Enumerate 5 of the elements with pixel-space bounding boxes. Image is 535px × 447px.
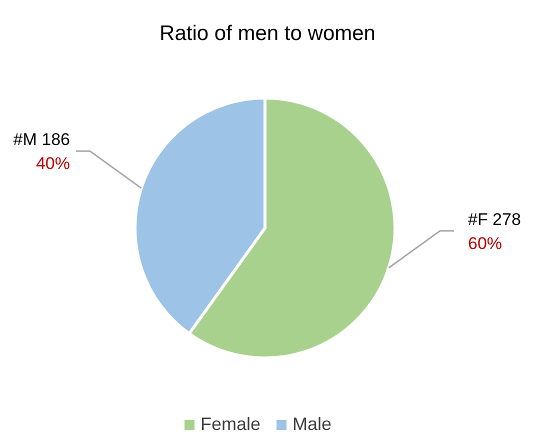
legend-label: Female [200,414,261,434]
data-label: #M 186 40% [13,130,70,174]
legend-label: Male [292,414,332,434]
chart-title: Ratio of men to women [160,22,376,45]
data-label: #F 278 60% [468,210,521,253]
